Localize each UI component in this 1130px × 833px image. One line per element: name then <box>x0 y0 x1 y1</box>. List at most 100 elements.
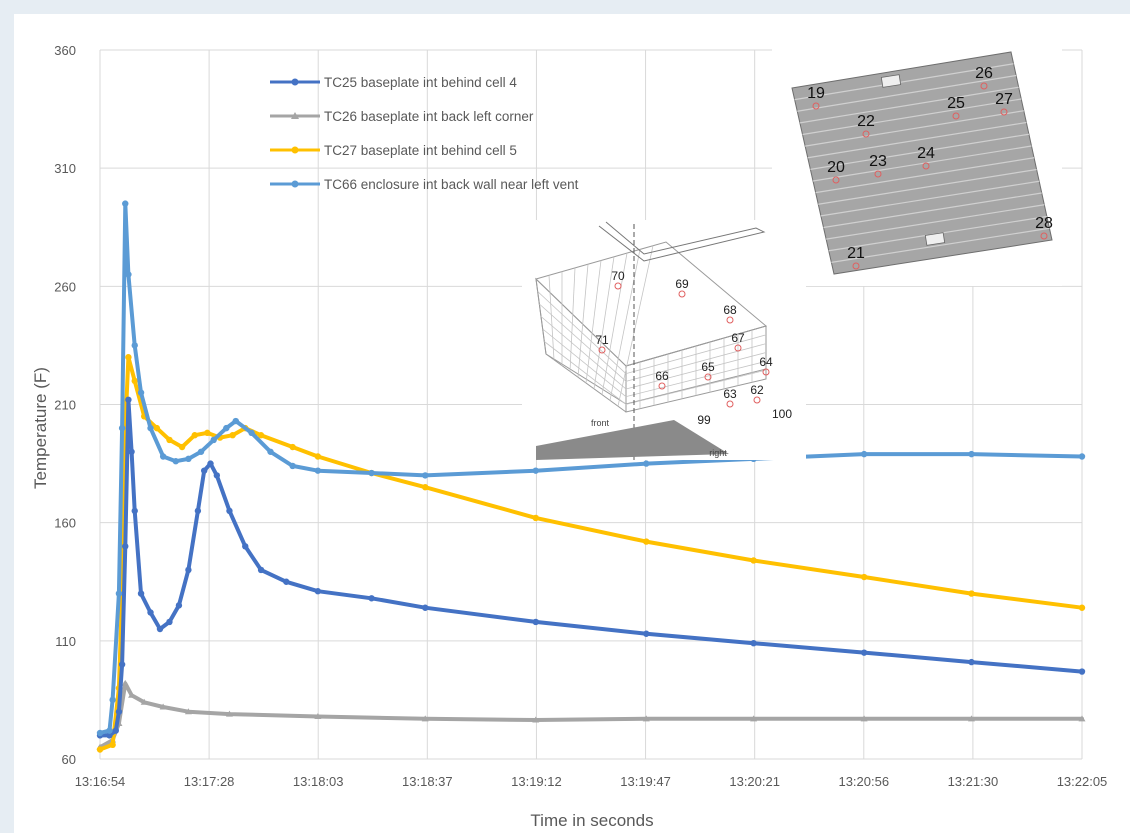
enclosure-inset: 70 69 68 67 64 71 66 65 63 62 99 100 front right <box>522 220 806 460</box>
mesh-line <box>540 316 627 390</box>
y-axis-ticks: 60 110 160 210 260 310 360 <box>54 43 76 767</box>
mesh-line <box>585 260 602 384</box>
rib-line <box>794 63 1014 101</box>
data-point <box>159 453 167 460</box>
x-tick-label: 13:21:30 <box>948 774 999 789</box>
data-point <box>267 448 274 455</box>
rib-line <box>823 192 1042 229</box>
baseplate-sensor-label: 28 <box>1035 215 1053 232</box>
mesh-line <box>544 341 627 405</box>
data-point <box>1078 604 1086 611</box>
data-point <box>1078 453 1086 460</box>
data-point <box>750 557 757 564</box>
data-point <box>967 715 975 722</box>
rib-line <box>820 180 1040 217</box>
mesh-line <box>625 369 767 405</box>
data-point <box>1078 668 1086 675</box>
data-point <box>289 443 296 451</box>
sensor-marker <box>862 130 870 138</box>
enclosure-sensor-label: 67 <box>731 331 745 345</box>
data-point <box>1078 715 1086 722</box>
sensor-marker <box>658 382 666 390</box>
enclosure-sensor-label: 66 <box>655 369 669 383</box>
data-point <box>191 432 198 439</box>
baseplate-sensor-label: 25 <box>947 95 965 112</box>
sensor-marker <box>726 316 734 324</box>
mesh-line <box>625 343 767 382</box>
data-point <box>131 377 138 385</box>
data-point <box>125 271 132 278</box>
data-point <box>314 467 322 474</box>
sensor-marker <box>852 262 860 270</box>
rib-line <box>812 145 1032 182</box>
y-tick-label: 360 <box>54 43 76 58</box>
legend: TC25 baseplate int behind cell 4 TC26 bas… <box>270 75 579 192</box>
data-point <box>178 443 186 451</box>
data-point <box>368 595 375 602</box>
data-point <box>125 354 132 361</box>
baseplate-tab-bottom <box>924 232 946 246</box>
data-point <box>860 649 868 656</box>
mesh-line <box>548 275 555 360</box>
data-point <box>106 732 113 739</box>
baseplate-sensor-label: 22 <box>857 113 875 130</box>
data-point <box>532 716 540 723</box>
data-point <box>314 588 322 595</box>
data-point <box>226 507 233 515</box>
data-point <box>422 472 429 479</box>
data-point <box>229 432 236 439</box>
baseplate-sensor-markers <box>812 82 1048 270</box>
sensor-marker <box>874 170 882 178</box>
data-point <box>153 424 161 432</box>
data-point <box>368 469 375 477</box>
legend-swatch-marker <box>291 78 299 86</box>
baseplate-sensor-label: 27 <box>995 91 1013 108</box>
mesh-line <box>593 256 615 389</box>
chart-card: 60 110 160 210 260 310 360 13:16:54 13:17:28 13:… <box>14 14 1130 833</box>
y-tick-label: 210 <box>54 398 76 413</box>
enclosure-sensor-label: 71 <box>595 333 609 347</box>
data-point <box>860 715 868 722</box>
enclosure-sensor-label: 99 <box>697 413 711 427</box>
y-tick-label: 260 <box>54 279 76 294</box>
data-point <box>109 741 116 749</box>
series-layer <box>96 200 1086 753</box>
x-tick-label: 13:18:37 <box>402 774 453 789</box>
data-point <box>532 618 539 626</box>
data-point <box>750 639 757 647</box>
data-point <box>166 618 173 626</box>
data-point <box>137 389 145 396</box>
legend-label: TC27 baseplate int behind cell 5 <box>324 143 517 158</box>
data-point <box>314 453 322 460</box>
mesh-line <box>625 360 767 398</box>
data-point <box>194 507 202 515</box>
x-tick-label: 13:22:05 <box>1057 774 1108 789</box>
x-tick-label: 13:18:03 <box>293 774 344 789</box>
x-tick-label: 13:16:54 <box>75 774 126 789</box>
mesh-line <box>537 291 627 374</box>
data-point <box>242 543 249 550</box>
data-point <box>118 424 126 432</box>
data-point <box>156 625 164 633</box>
sensor-marker <box>980 82 988 90</box>
data-point <box>213 472 221 479</box>
rib-line <box>807 121 1027 159</box>
rib-line <box>818 168 1037 205</box>
sensor-marker <box>598 346 606 354</box>
baseplate-sensor-labels: 19 26 22 25 27 20 23 24 21 28 <box>807 65 1053 262</box>
enclosure-sensor-label: 62 <box>750 383 764 397</box>
sensor-marker <box>832 176 840 184</box>
rib-line <box>799 86 1019 124</box>
legend-label: TC25 baseplate int behind cell 4 <box>324 75 517 90</box>
data-point <box>750 715 758 722</box>
sensor-marker <box>952 112 960 120</box>
rib-line <box>826 204 1045 240</box>
y-tick-label: 110 <box>55 634 76 649</box>
data-point <box>968 590 975 597</box>
data-point <box>204 429 211 437</box>
x-tick-label: 13:19:47 <box>620 774 671 789</box>
data-point <box>643 460 650 467</box>
sensor-marker <box>734 344 742 352</box>
rib-line <box>815 157 1035 194</box>
